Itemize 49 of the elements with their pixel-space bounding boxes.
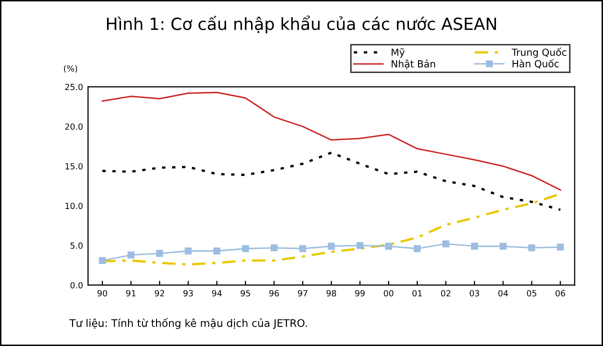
- point: [299, 245, 306, 252]
- chart-title: Hình 1: Cơ cấu nhập khẩu của các nước ASEAN: [107, 16, 496, 34]
- x-tick-label: 00: [384, 290, 394, 296]
- point: [213, 248, 220, 254]
- point: [156, 250, 164, 257]
- x-tick-label: 91: [126, 290, 136, 296]
- x-tick-label: 99: [355, 290, 365, 296]
- y-tick-label: 10.0: [66, 202, 83, 210]
- point: [442, 240, 450, 248]
- point: [328, 242, 335, 250]
- x-tick-label: 93: [183, 290, 193, 296]
- y-tick-label: 15.0: [66, 163, 83, 170]
- x-tick-label: 94: [212, 290, 222, 296]
- point: [184, 248, 192, 254]
- legend-label: Nhật Bản: [392, 60, 436, 70]
- point: [471, 242, 478, 250]
- y-tick-label: 25.0: [65, 84, 83, 90]
- x-tick-label: 98: [326, 290, 336, 296]
- y-tick-label: 5.0: [70, 242, 83, 249]
- point: [356, 242, 364, 249]
- x-tick-label: 97: [298, 290, 308, 296]
- x-tick-label: 92: [154, 290, 164, 296]
- point: [556, 244, 564, 251]
- line-series: [102, 92, 562, 191]
- x-tick-label: 04: [498, 290, 508, 296]
- y-tick-label: 0.0: [70, 282, 83, 288]
- legend-label: Mỹ: [392, 48, 405, 58]
- y-tick-label: 20.0: [65, 123, 83, 130]
- x-tick-label: 96: [269, 290, 279, 296]
- line-series: [101, 152, 562, 211]
- legend-label: Trung Quốc: [512, 48, 566, 58]
- x-tick-label: 90: [98, 290, 108, 296]
- point: [500, 242, 507, 250]
- x-tick-label: 01: [412, 290, 422, 296]
- legend-label: Hàn Quốc: [512, 58, 559, 68]
- x-tick-label: 95: [240, 290, 250, 296]
- point: [98, 257, 106, 264]
- y-axis-title: (%): [64, 65, 78, 73]
- point: [270, 244, 278, 252]
- point: [528, 244, 536, 252]
- x-tick-label: 02: [441, 290, 450, 296]
- text: Tư liệu: Tính từ thống kê mậu dịch của JETRO.: [69, 318, 307, 329]
- x-tick-label: 03: [470, 290, 480, 296]
- point: [414, 245, 421, 252]
- point: [128, 251, 134, 258]
- point: [385, 242, 392, 250]
- point: [242, 245, 249, 252]
- x-tick-label: 05: [526, 290, 536, 296]
- x-tick-label: 06: [556, 290, 566, 296]
